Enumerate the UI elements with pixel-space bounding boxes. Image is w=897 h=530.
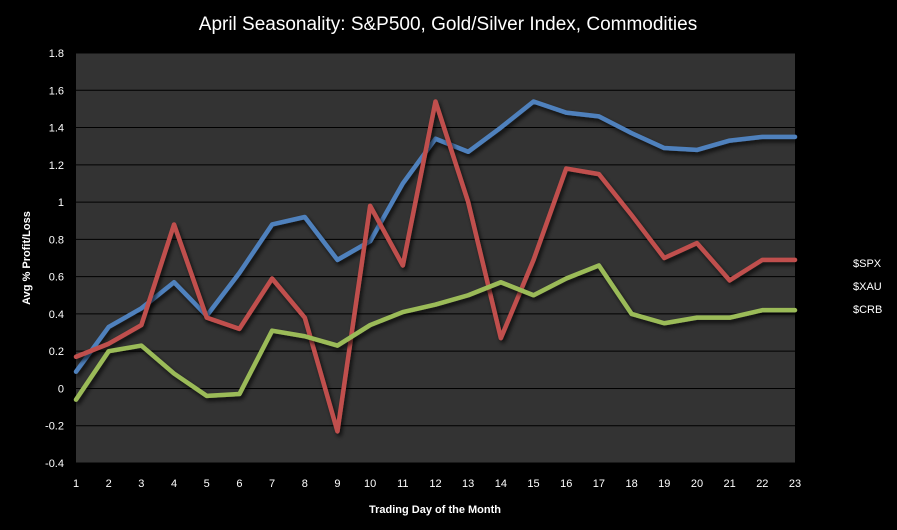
y-tick-label: 1	[58, 197, 64, 209]
x-tick-label: 7	[269, 478, 275, 490]
legend-label-xau: $XAU	[853, 281, 882, 293]
x-tick-label: 2	[106, 478, 112, 490]
legend-label-spx: $SPX	[853, 258, 882, 270]
y-tick-label: 1.4	[49, 123, 64, 135]
x-tick-label: 13	[462, 478, 474, 490]
x-tick-label: 10	[364, 478, 376, 490]
x-tick-label: 5	[204, 478, 210, 490]
x-tick-label: 8	[302, 478, 308, 490]
x-tick-label: 3	[138, 478, 144, 490]
y-tick-label: 0	[58, 383, 64, 395]
x-tick-label: 11	[397, 478, 408, 490]
y-tick-label: 0.8	[49, 234, 64, 246]
x-tick-label: 1	[73, 478, 79, 490]
plot-background	[76, 53, 795, 463]
x-tick-label: 16	[560, 478, 572, 490]
x-axis-title: Trading Day of the Month	[369, 504, 501, 516]
x-tick-label: 21	[724, 478, 736, 490]
legend-label-crb: $CRB	[853, 304, 882, 316]
x-tick-label: 14	[495, 478, 507, 490]
series-line-spx	[73, 99, 798, 374]
x-tick-label: 12	[429, 478, 441, 490]
x-tick-label: 23	[789, 478, 801, 490]
legend: $SPX $XAU $CRB	[822, 258, 882, 316]
x-tick-label: 22	[756, 478, 768, 490]
y-tick-label: 0.4	[49, 309, 64, 321]
plot-area-group: -0.4-0.200.20.40.60.811.21.41.61.81 2 3 4 5 6…	[45, 48, 801, 490]
x-tick-label: 4	[171, 478, 177, 490]
x-tick-label: 20	[691, 478, 703, 490]
y-tick-label: 1.2	[49, 160, 64, 172]
chart-title: April Seasonality: S&P500, Gold/Silver I…	[199, 14, 697, 35]
y-axis-title: Avg % Profit/Loss	[21, 211, 33, 305]
x-tick-label: 17	[593, 478, 605, 490]
y-tick-label: -0.2	[45, 421, 64, 433]
y-tick-label: 0.2	[49, 346, 64, 358]
x-tick-label: 15	[527, 478, 539, 490]
x-tick-label: 19	[658, 478, 670, 490]
x-tick-label: 9	[334, 478, 340, 490]
y-tick-label: -0.4	[45, 458, 64, 470]
series-line-xau	[73, 99, 798, 434]
y-tick-label: 1.8	[49, 48, 64, 60]
series-line-crb	[73, 263, 798, 402]
y-tick-label: 0.6	[49, 272, 64, 284]
x-tick-label: 18	[625, 478, 637, 490]
x-tick-label: 6	[236, 478, 242, 490]
y-tick-label: 1.6	[49, 85, 64, 97]
